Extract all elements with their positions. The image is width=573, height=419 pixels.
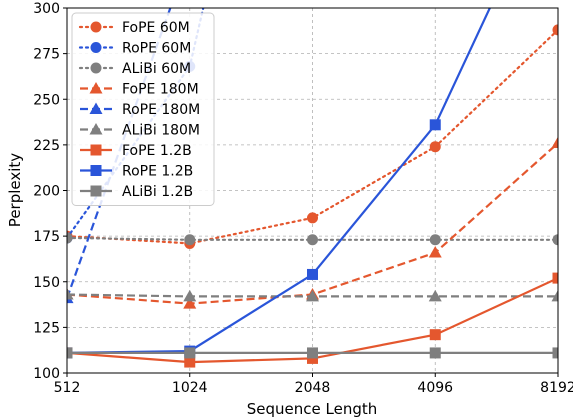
data-point bbox=[429, 119, 441, 131]
grid-lines bbox=[66, 7, 559, 374]
data-point bbox=[183, 289, 197, 302]
data-point bbox=[428, 289, 442, 302]
legend-entry: RoPE 1.2B bbox=[80, 164, 193, 180]
data-point bbox=[552, 347, 558, 359]
legend-label: FoPE 180M bbox=[122, 82, 199, 98]
data-point bbox=[67, 288, 74, 300]
y-tick-label: 200 bbox=[33, 184, 60, 200]
legend-entry: ALiBi 180M bbox=[80, 123, 200, 139]
legend-entry: FoPE 1.2B bbox=[80, 143, 192, 159]
legend-entry: RoPE 180M bbox=[80, 102, 200, 118]
data-point bbox=[184, 234, 196, 246]
x-tick-label: 8192 bbox=[540, 380, 573, 396]
y-tick-label: 250 bbox=[33, 92, 60, 108]
legend-label: ALiBi 1.2B bbox=[122, 184, 193, 200]
legend: FoPE 60M RoPE 60M ALiBi 60M FoPE 180M RoPE 1… bbox=[71, 12, 215, 206]
series-alibi-60m bbox=[67, 232, 558, 246]
legend-marker bbox=[90, 62, 102, 74]
data-point bbox=[552, 24, 558, 36]
data-point bbox=[307, 234, 318, 246]
legend-entry: FoPE 180M bbox=[80, 82, 199, 98]
data-point bbox=[429, 347, 441, 359]
data-point bbox=[429, 234, 441, 246]
data-point bbox=[551, 289, 558, 302]
data-point bbox=[307, 212, 318, 224]
data-point bbox=[184, 356, 196, 368]
y-tick-label: 225 bbox=[33, 138, 60, 154]
legend-label: ALiBi 180M bbox=[122, 123, 200, 139]
data-point bbox=[552, 272, 558, 284]
data-point bbox=[307, 268, 318, 280]
data-point bbox=[184, 347, 196, 359]
legend-marker bbox=[89, 123, 103, 135]
legend-label: FoPE 1.2B bbox=[122, 143, 192, 159]
x-tick-label: 4096 bbox=[417, 380, 453, 396]
series-layer bbox=[67, 8, 558, 368]
y-tick-label: 125 bbox=[33, 320, 60, 336]
y-tick-label: 275 bbox=[33, 47, 60, 63]
legend-marker bbox=[89, 82, 103, 94]
legend-label: ALiBi 60M bbox=[122, 61, 191, 77]
legend-entry: RoPE 60M bbox=[78, 41, 191, 57]
y-tick-label: 150 bbox=[33, 275, 60, 291]
data-point bbox=[429, 141, 441, 153]
x-axis-label: Sequence Length bbox=[247, 400, 378, 418]
legend-entry: ALiBi 1.2B bbox=[80, 184, 193, 200]
legend-marker bbox=[90, 144, 102, 156]
data-point bbox=[428, 246, 442, 258]
data-point bbox=[306, 289, 319, 302]
data-point bbox=[307, 347, 318, 359]
x-tick-label: 2048 bbox=[295, 380, 331, 396]
legend-label: FoPE 60M bbox=[122, 20, 190, 36]
x-tick-label: 512 bbox=[54, 380, 81, 396]
y-tick-label: 300 bbox=[33, 1, 60, 17]
legend-marker bbox=[90, 165, 102, 176]
data-point bbox=[67, 232, 73, 244]
legend-entry: ALiBi 60M bbox=[78, 61, 191, 77]
data-point bbox=[429, 329, 441, 341]
legend-box bbox=[71, 12, 215, 206]
series-alibi-1-2b bbox=[67, 347, 558, 359]
legend-marker bbox=[90, 185, 102, 197]
legend-marker bbox=[90, 42, 102, 53]
data-point bbox=[551, 136, 558, 149]
legend-label: RoPE 1.2B bbox=[122, 164, 193, 180]
data-point bbox=[552, 234, 558, 246]
data-point bbox=[67, 347, 73, 359]
legend-marker bbox=[89, 102, 103, 114]
series-alibi-180m bbox=[67, 288, 558, 302]
legend-marker bbox=[90, 21, 102, 33]
y-tick-label: 100 bbox=[33, 366, 60, 382]
x-tick-label: 1024 bbox=[172, 380, 208, 396]
data-point bbox=[183, 297, 197, 309]
legend-label: RoPE 60M bbox=[122, 41, 191, 57]
legend-label: RoPE 180M bbox=[122, 102, 200, 118]
axis-ticks: 100 125 150 175 200 225 250 275 300 512 1024 2048 40… bbox=[33, 1, 573, 396]
series-fope-60m bbox=[67, 24, 558, 249]
y-axis-label: Perplexity bbox=[6, 153, 24, 227]
legend-entry: FoPE 60M bbox=[78, 20, 190, 36]
y-tick-label: 175 bbox=[33, 229, 60, 245]
